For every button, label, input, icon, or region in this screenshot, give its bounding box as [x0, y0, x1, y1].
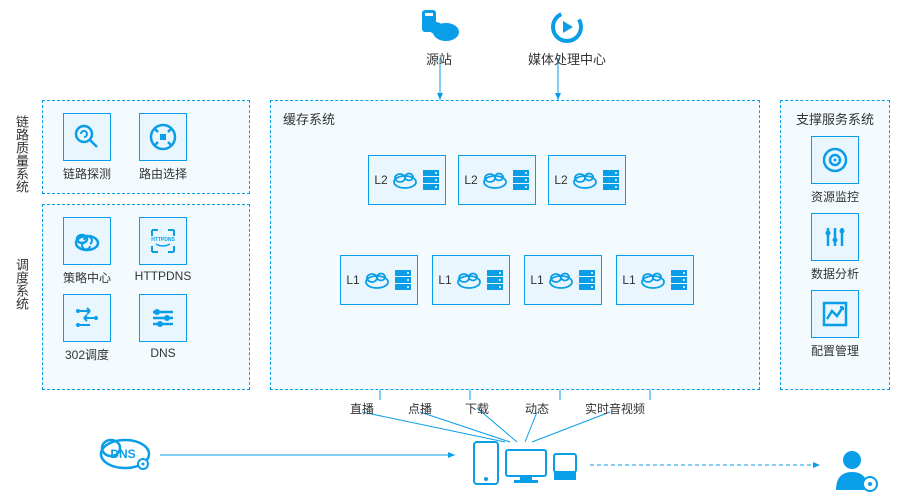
- monitor-icon: [811, 136, 859, 184]
- service-label: 实时音视频: [585, 400, 645, 417]
- support-item: 数据分析: [781, 213, 889, 282]
- node-label: L2: [554, 173, 567, 187]
- devices-block: [470, 440, 580, 493]
- node-label: L1: [622, 273, 635, 287]
- item-label: 路由选择: [131, 165, 195, 182]
- support-label: 配置管理: [781, 342, 889, 359]
- node-label: L1: [438, 273, 451, 287]
- service-label: 动态: [525, 400, 549, 417]
- dns-bubble: DNS: [95, 430, 155, 477]
- support-label: 资源监控: [781, 188, 889, 205]
- item-label: 302调度: [55, 346, 119, 363]
- dns-cloud-icon: DNS: [95, 430, 155, 474]
- support-label: 数据分析: [781, 265, 889, 282]
- service-label: 下载: [465, 400, 489, 417]
- svg-text:DNS: DNS: [110, 447, 135, 461]
- node-label: L1: [346, 273, 359, 287]
- origin-server-icon: [418, 8, 460, 46]
- admin-block: [830, 448, 880, 497]
- devices-icon: [470, 440, 580, 490]
- server-node-l1-3: L1: [616, 255, 694, 305]
- analytics-icon: [811, 213, 859, 261]
- server-node-l1-0: L1: [340, 255, 418, 305]
- server-node-l2-1: L2: [458, 155, 536, 205]
- dispatch-panel: 策略中心 HTTPDNS HTTPDNS 302调度 DNS: [42, 204, 250, 390]
- media-block: 媒体处理中心: [528, 8, 606, 68]
- support-title: 支撑服务系统: [781, 109, 889, 128]
- link-quality-panel: 链路探测路由选择: [42, 100, 250, 194]
- item-link-probe-icon: 链路探测: [55, 113, 119, 182]
- service-label: 直播: [350, 400, 374, 417]
- route-select-icon: [139, 113, 187, 161]
- item-redirect-302-icon: 302调度: [55, 294, 119, 363]
- origin-block: 源站: [418, 8, 460, 68]
- link-quality-title: 链路质量系统: [12, 115, 31, 193]
- cache-title: 缓存系统: [283, 109, 759, 128]
- config-icon: [811, 290, 859, 338]
- httpdns-icon: HTTPDNS: [139, 217, 187, 265]
- link-probe-icon: [63, 113, 111, 161]
- service-label: 点播: [408, 400, 432, 417]
- item-policy-center-icon: 策略中心: [55, 217, 119, 286]
- node-label: L1: [530, 273, 543, 287]
- support-item: 配置管理: [781, 290, 889, 359]
- policy-center-icon: [63, 217, 111, 265]
- item-label: HTTPDNS: [131, 269, 195, 283]
- node-label: L2: [464, 173, 477, 187]
- item-label: 策略中心: [55, 269, 119, 286]
- item-label: DNS: [131, 346, 195, 360]
- server-node-l1-1: L1: [432, 255, 510, 305]
- server-node-l2-0: L2: [368, 155, 446, 205]
- server-node-l2-2: L2: [548, 155, 626, 205]
- item-httpdns-icon: HTTPDNS HTTPDNS: [131, 217, 195, 283]
- support-panel: 支撑服务系统 资源监控数据分析配置管理: [780, 100, 890, 390]
- item-dns-icon: DNS: [131, 294, 195, 360]
- server-node-l1-2: L1: [524, 255, 602, 305]
- support-item: 资源监控: [781, 136, 889, 205]
- media-label: 媒体处理中心: [528, 49, 606, 68]
- cache-panel: 缓存系统: [270, 100, 760, 390]
- node-label: L2: [374, 173, 387, 187]
- item-route-select-icon: 路由选择: [131, 113, 195, 182]
- dns-icon: [139, 294, 187, 342]
- media-center-icon: [546, 8, 588, 46]
- dispatch-title: 调度系统: [12, 258, 31, 310]
- admin-user-icon: [830, 448, 880, 494]
- redirect-302-icon: [63, 294, 111, 342]
- svg-text:HTTPDNS: HTTPDNS: [151, 237, 175, 243]
- origin-label: 源站: [418, 49, 460, 68]
- item-label: 链路探测: [55, 165, 119, 182]
